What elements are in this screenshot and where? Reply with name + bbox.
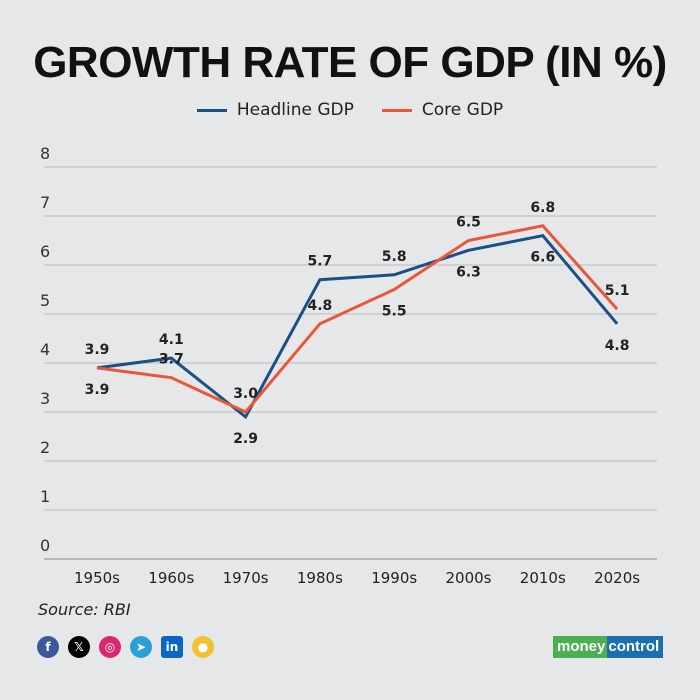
- data-label: 5.1: [605, 283, 630, 299]
- data-label: 5.7: [307, 254, 332, 270]
- telegram-icon[interactable]: ➤: [130, 636, 152, 658]
- data-label: 3.7: [159, 352, 184, 368]
- chart-title: GROWTH RATE OF GDP (IN %): [33, 38, 667, 87]
- legend: Headline GDP Core GDP: [0, 100, 700, 120]
- social-icons: f 𝕏 ◎ ➤ in ●: [37, 636, 214, 658]
- linkedin-icon[interactable]: in: [161, 636, 183, 658]
- legend-item-core: Core GDP: [381, 100, 504, 120]
- data-label: 6.5: [456, 215, 481, 231]
- legend-swatch: [196, 108, 227, 112]
- data-label: 6.6: [530, 250, 555, 266]
- x-tick-label: 1990s: [371, 569, 417, 587]
- logo-part-money: money: [553, 636, 608, 658]
- data-label: 6.3: [456, 264, 481, 280]
- y-tick-label: 7: [40, 193, 50, 212]
- data-label: 2.9: [233, 431, 258, 447]
- x-tick-label: 1980s: [297, 569, 343, 587]
- legend-item-headline: Headline GDP: [196, 100, 354, 120]
- data-label: 4.8: [307, 298, 332, 314]
- legend-swatch: [381, 108, 412, 112]
- y-tick-label: 5: [40, 291, 50, 310]
- y-tick-label: 6: [40, 242, 50, 261]
- data-label: 3.9: [85, 342, 110, 358]
- y-tick-label: 1: [40, 487, 50, 506]
- x-icon[interactable]: 𝕏: [68, 636, 90, 658]
- series-line-core: [96, 224, 619, 414]
- legend-label: Core GDP: [421, 100, 504, 120]
- data-label: 3.0: [233, 386, 258, 402]
- legend-label: Headline GDP: [236, 100, 354, 120]
- data-label: 3.9: [85, 382, 110, 398]
- y-tick-label: 0: [40, 536, 50, 555]
- y-tick-label: 8: [40, 144, 50, 163]
- facebook-icon[interactable]: f: [37, 636, 59, 658]
- line-chart: 0 1 2 3 4 5 6 7 8 1950s 1960s 1970s 1980s 1990s 2000s 2…: [40, 144, 657, 587]
- x-tick-label: 2000s: [446, 569, 492, 587]
- x-tick-label: 2020s: [594, 569, 640, 587]
- source-note: Source: RBI: [38, 600, 131, 619]
- y-tick-label: 3: [40, 389, 50, 408]
- y-tick-label: 4: [40, 340, 50, 359]
- data-label: 4.1: [159, 332, 184, 348]
- y-tick-label: 2: [40, 438, 50, 457]
- x-tick-label: 1950s: [74, 569, 120, 587]
- data-label: 4.8: [605, 338, 630, 354]
- instagram-icon[interactable]: ◎: [99, 636, 121, 658]
- x-tick-label: 1960s: [148, 569, 194, 587]
- data-label: 5.8: [382, 249, 407, 265]
- data-label: 5.5: [382, 304, 407, 320]
- koo-icon[interactable]: ●: [192, 636, 214, 658]
- data-label: 6.8: [530, 200, 555, 216]
- x-tick-label: 2010s: [520, 569, 566, 587]
- series-line-headline: [96, 233, 619, 420]
- x-tick-label: 1970s: [223, 569, 269, 587]
- logo-part-control: control: [607, 636, 664, 658]
- moneycontrol-logo: money control: [553, 636, 664, 658]
